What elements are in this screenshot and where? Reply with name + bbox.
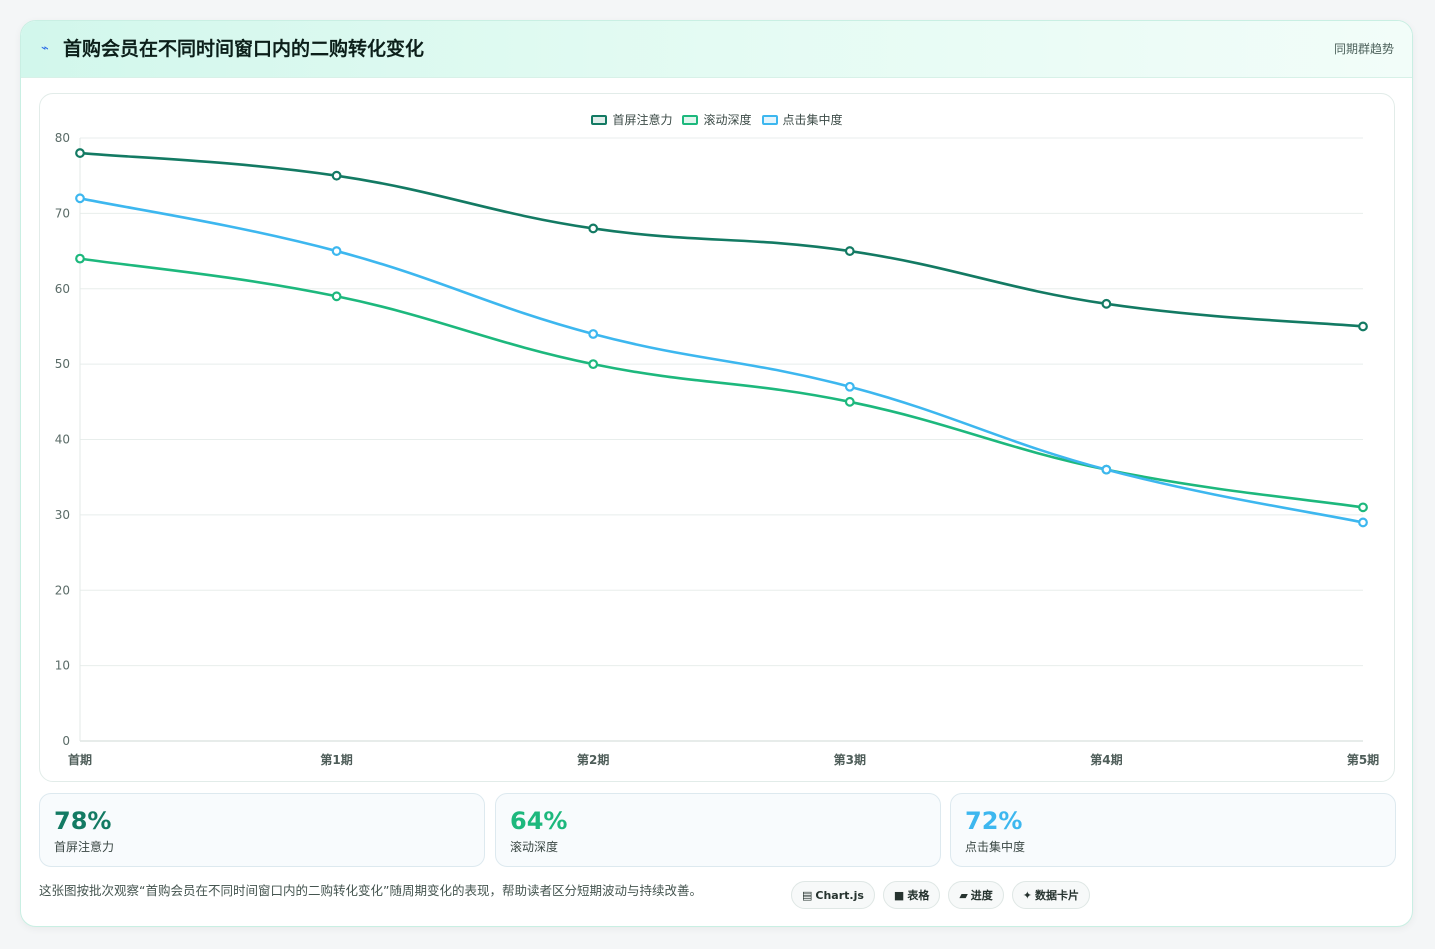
table-icon: ■ (893, 888, 905, 902)
stat-card-attention: 78% 首屏注意力 (39, 793, 485, 867)
y-tick-label: 50 (55, 357, 70, 371)
data-point (331, 170, 342, 181)
data-point (1358, 517, 1368, 528)
data-point (75, 193, 85, 204)
data-point (331, 246, 342, 256)
data-point (1101, 298, 1112, 309)
stat-card-scroll-depth: 64% 滚动深度 (495, 793, 941, 867)
chart-description: 这张图按批次观察“首购会员在不同时间窗口内的二购转化变化”随周期变化的表现，帮助… (39, 883, 702, 898)
legend-label-attention: 首屏注意力 (612, 113, 673, 127)
cohort-trend-label: 同期群趋势 (1333, 42, 1394, 56)
page-title: 首购会员在不同时间窗口内的二购转化变化 (63, 38, 425, 60)
tag-label: 数据卡片 (1035, 889, 1080, 902)
trend-icon: ⌁ (41, 41, 49, 56)
data-point (588, 359, 599, 370)
chart-panel: 0 10 20 30 40 50 60 70 80 首期 第1期 第2期 第3期 第4期 第5期 首屏注意力… (39, 93, 1395, 782)
y-tick-label: 30 (55, 508, 70, 522)
line-chart: 0 10 20 30 40 50 60 70 80 首期 第1期 第2期 第3期 第4期 第5期 (55, 131, 1379, 767)
chart-card: ⌁ 首购会员在不同时间窗口内的二购转化变化 同期群趋势 0 10 20 30 40 50 6… (20, 20, 1413, 927)
tag-label: 表格 (907, 889, 930, 902)
chart-icon: ▤ (802, 888, 813, 902)
legend-swatch-attention (591, 115, 608, 125)
y-tick-label: 60 (55, 282, 70, 296)
data-point (844, 396, 855, 407)
data-point (588, 329, 599, 339)
card-header: ⌁ 首购会员在不同时间窗口内的二购转化变化 同期群趋势 (21, 21, 1412, 78)
series-line-1 (79, 257, 1364, 509)
stat-label-click-concentration: 点击集中度 (965, 840, 1026, 854)
stat-value-click-concentration: 72% (965, 807, 1023, 835)
tag-table[interactable]: ■ 表格 (882, 881, 941, 909)
series-line-2 (79, 197, 1364, 524)
tag-data-card[interactable]: ✦ 数据卡片 (1011, 881, 1091, 909)
y-tick-label: 20 (55, 583, 70, 597)
data-point (588, 223, 599, 234)
stat-value-scroll-depth: 64% (510, 807, 568, 835)
data-point (844, 381, 855, 392)
y-tick-label: 10 (55, 659, 70, 673)
y-tick-label: 40 (55, 433, 70, 447)
x-tick-label: 第4期 (1090, 752, 1122, 767)
y-tick-label: 80 (55, 131, 70, 145)
legend-label-click-concentration: 点击集中度 (782, 113, 843, 127)
x-tick-label: 第2期 (577, 752, 609, 767)
stat-label-scroll-depth: 滚动深度 (510, 840, 559, 854)
data-point (331, 291, 342, 302)
tag-label: Chart.js (815, 888, 864, 902)
legend-item-click-concentration[interactable]: 点击集中度 (761, 112, 843, 128)
series-line-0 (79, 151, 1364, 328)
data-point (844, 246, 855, 256)
progress-icon: ▰ (959, 888, 968, 902)
legend-item-scroll-depth[interactable]: 滚动深度 (682, 112, 752, 128)
x-tick-label: 第1期 (320, 752, 352, 767)
tag-list: ▤ Chart.js ■ 表格 ▰ 进度 ✦ 数据卡片 (791, 881, 1091, 909)
tag-chartjs[interactable]: ▤ Chart.js (791, 881, 875, 909)
stat-value-attention: 78% (54, 807, 112, 835)
data-point (1101, 464, 1112, 475)
legend-swatch-click-concentration (761, 115, 778, 125)
legend-label-scroll-depth: 滚动深度 (703, 113, 752, 127)
data-point (1358, 502, 1368, 513)
y-tick-label: 70 (55, 206, 70, 220)
sparkle-icon: ✦ (1022, 888, 1033, 902)
x-tick-label: 首期 (68, 752, 92, 767)
chart-legend: 首屏注意力 滚动深度 点击集中度 (40, 112, 1394, 128)
y-tick-label: 0 (62, 734, 70, 748)
legend-item-attention[interactable]: 首屏注意力 (591, 112, 672, 128)
legend-swatch-scroll-depth (682, 115, 699, 125)
tag-progress[interactable]: ▰ 进度 (948, 881, 1004, 909)
stat-card-click-concentration: 72% 点击集中度 (950, 793, 1396, 867)
x-tick-label: 第3期 (834, 752, 866, 767)
data-point (75, 148, 85, 158)
data-point (1358, 321, 1368, 332)
x-tick-label: 第5期 (1347, 752, 1379, 767)
data-point (75, 253, 85, 264)
stat-label-attention: 首屏注意力 (54, 840, 115, 854)
tag-label: 进度 (970, 889, 993, 902)
